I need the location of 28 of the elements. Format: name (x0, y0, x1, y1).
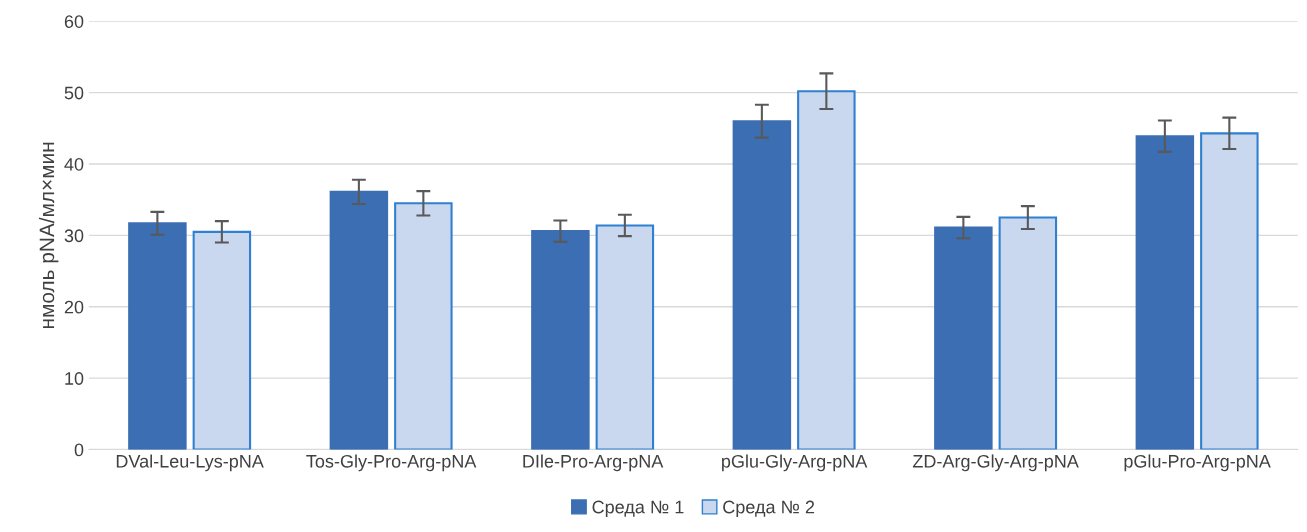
legend-label: Среда № 2 (723, 500, 815, 517)
bar (329, 190, 389, 450)
bar (998, 216, 1058, 450)
bar (1135, 135, 1195, 450)
bar (192, 230, 252, 450)
y-tick-label: 50 (64, 86, 84, 100)
x-tick-label: Tos-Gly-Pro-Arg-pNA (306, 454, 477, 472)
y-tick-label: 60 (64, 15, 84, 28)
bar (394, 202, 453, 450)
bar (595, 224, 655, 450)
x-tick-label: DIle-Pro-Arg-pNA (523, 454, 664, 472)
y-tick-label: 10 (65, 372, 84, 385)
x-tick-label: ZD-Arg-Gly-Arg-pNA (912, 454, 1079, 472)
bar (797, 90, 856, 450)
y-tick-label: 20 (64, 300, 84, 314)
bar (732, 120, 792, 450)
bar (128, 222, 187, 450)
y-tick-label: 30 (64, 229, 84, 243)
bar (934, 226, 993, 450)
legend-label: Среда № 1 (592, 500, 684, 517)
x-tick-label: pGlu-Gly-Arg-pNA (722, 454, 868, 472)
x-tick-label: pGlu-Pro-Arg-pNA (1124, 454, 1271, 472)
bar (1200, 132, 1259, 450)
y-tick-label: 40 (64, 157, 84, 171)
y-tick-label: 0 (74, 443, 84, 457)
x-tick-label: DVal-Leu-Lys-pNA (116, 454, 264, 472)
y-axis-title: нмоль pNA/мл×мин (38, 142, 59, 329)
bar (531, 230, 590, 450)
